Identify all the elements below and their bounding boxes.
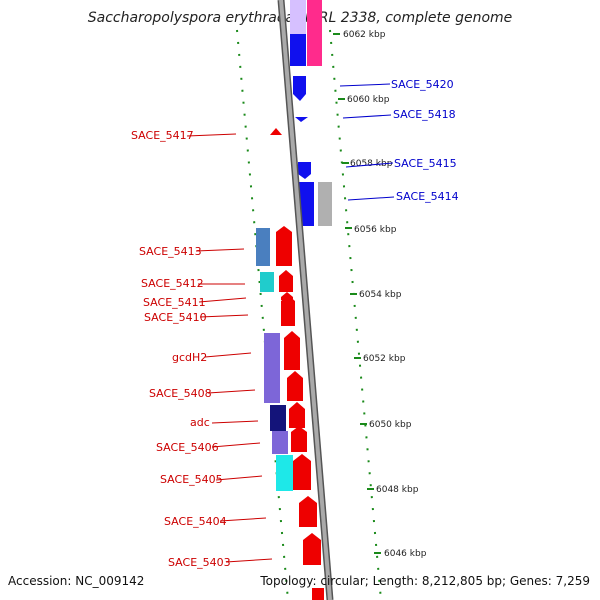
gene-arrow: [289, 402, 305, 428]
gene-arrow: [295, 117, 308, 122]
gene-block: [264, 333, 280, 403]
scale-ticks: [333, 33, 381, 554]
gene-block: [270, 405, 286, 431]
scale-labels: 6062 kbp 6060 kbp 6058 kbp 6056 kbp 6054…: [343, 30, 427, 559]
gene-label[interactable]: gcdH2: [172, 351, 207, 364]
scale-label: 6048 kbp: [376, 485, 419, 495]
gene-arrow: [276, 226, 292, 266]
gene-arrow: [281, 295, 295, 326]
gene-label[interactable]: SACE_5406: [156, 441, 219, 454]
gene-label[interactable]: SACE_5404: [164, 515, 227, 528]
gene-arrow: [293, 76, 306, 101]
gene-label[interactable]: SACE_5405: [160, 473, 223, 486]
scale-label: 6058 kbp: [350, 159, 393, 169]
gene-label[interactable]: SACE_5411: [143, 296, 206, 309]
scale-label: 6062 kbp: [343, 30, 386, 40]
gene-label[interactable]: SACE_5408: [149, 387, 212, 400]
gene-label[interactable]: SACE_5413: [139, 245, 202, 258]
gene-arrow: [284, 331, 300, 370]
gene-label[interactable]: SACE_5414: [396, 190, 459, 203]
gene-label[interactable]: SACE_5412: [141, 277, 204, 290]
gene-arrow: [299, 496, 317, 527]
gene-label[interactable]: SACE_5415: [394, 157, 457, 170]
gene-block: [260, 272, 274, 292]
gene-arrow: [270, 128, 282, 135]
gene-arrow: [293, 454, 311, 490]
gene-arrow: [291, 426, 307, 452]
forward-gene-labels: SACE_5417 SACE_5413 SACE_5412 SACE_5411 …: [131, 129, 273, 569]
gene-block: [307, 0, 322, 66]
gene-block: [318, 182, 332, 226]
gene-label[interactable]: SACE_5418: [393, 108, 456, 121]
gene-block: [276, 455, 293, 491]
gene-arrow: [287, 371, 303, 401]
scale-label: 6060 kbp: [347, 95, 390, 105]
scale-label: 6046 kbp: [384, 549, 427, 559]
scale-label: 6050 kbp: [369, 420, 412, 430]
gene-label[interactable]: adc: [190, 416, 210, 429]
gene-block: [312, 588, 324, 600]
scale-label: 6056 kbp: [354, 225, 397, 235]
gene-arrow: [303, 533, 321, 565]
reverse-gene-labels: SACE_5420 SACE_5418 SACE_5415 SACE_5414: [339, 78, 459, 203]
gene-arrow: [298, 162, 311, 179]
gene-arrow: [279, 270, 293, 292]
gene-features: [256, 0, 332, 600]
genome-backbone: [277, 0, 334, 600]
scale-label: 6052 kbp: [363, 354, 406, 364]
gene-label[interactable]: SACE_5410: [144, 311, 207, 324]
gene-block: [272, 431, 288, 454]
gene-block: [290, 0, 306, 34]
accession-text: Accession: NC_009142: [8, 574, 145, 588]
genome-stats-text: Topology: circular; Length: 8,212,805 bp…: [260, 574, 590, 588]
gene-label[interactable]: SACE_5403: [168, 556, 231, 569]
gene-label[interactable]: SACE_5417: [131, 129, 194, 142]
gene-label[interactable]: SACE_5420: [391, 78, 454, 91]
scale-label: 6054 kbp: [359, 290, 402, 300]
gene-block: [256, 228, 270, 266]
